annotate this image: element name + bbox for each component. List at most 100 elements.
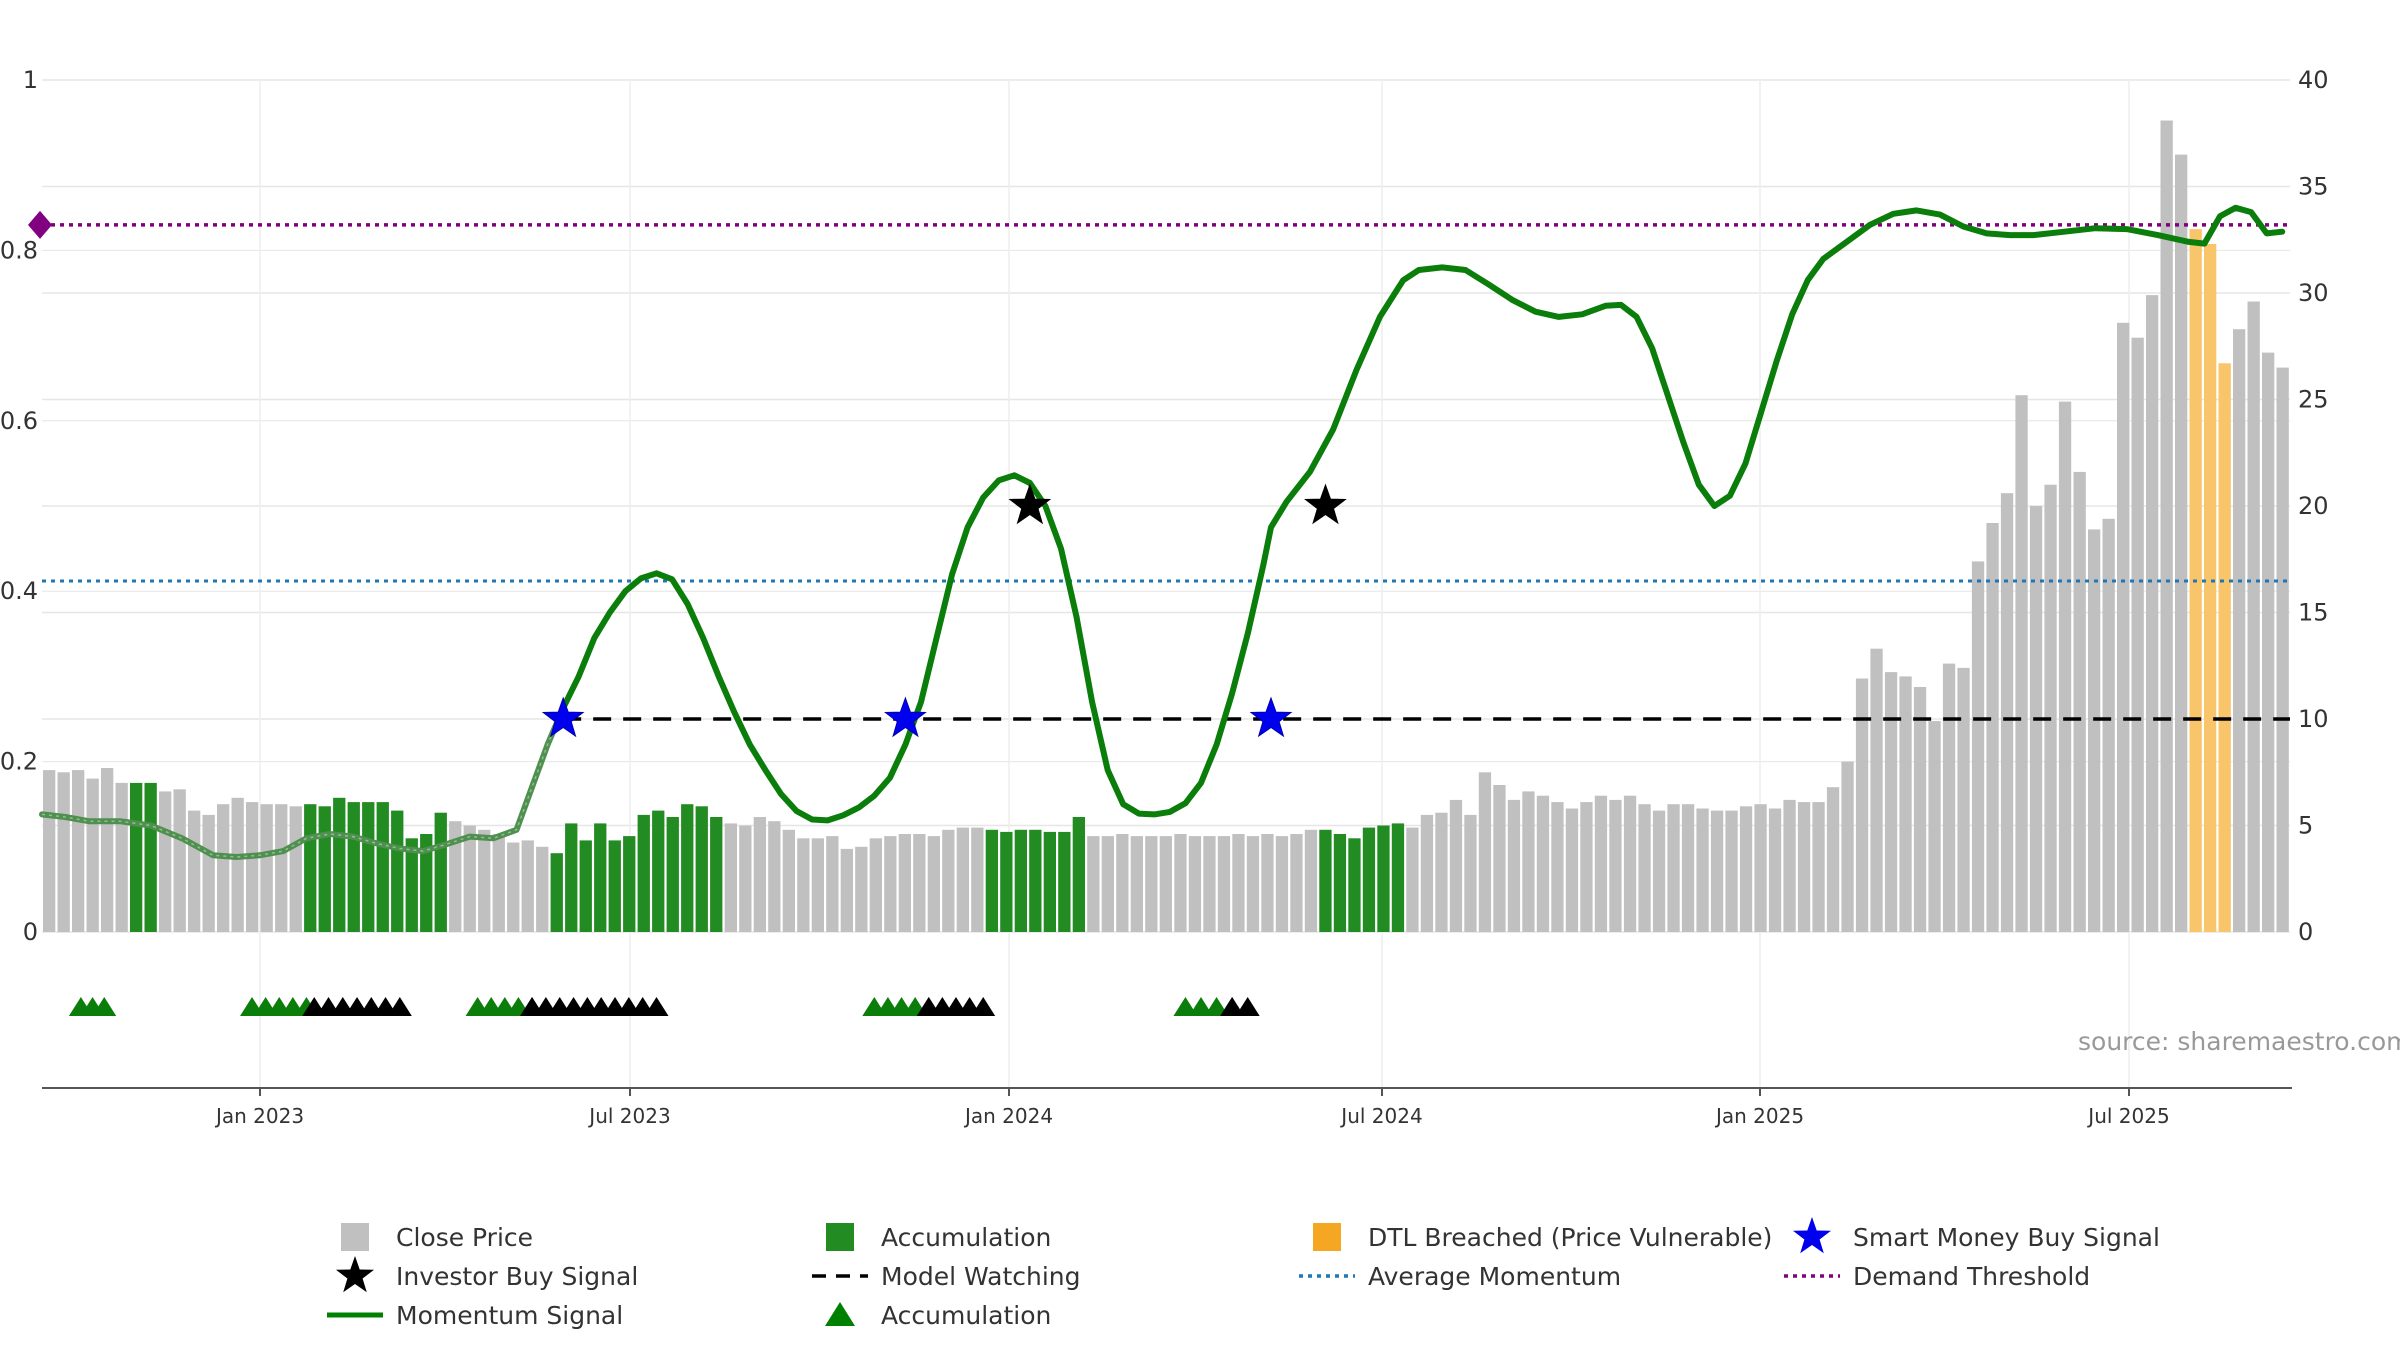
legend-label: Momentum Signal bbox=[396, 1301, 623, 1330]
accumulation-bar bbox=[1319, 829, 1332, 932]
accumulation-triangle-dark bbox=[971, 997, 996, 1016]
close-price-bar bbox=[86, 778, 99, 932]
close-price-bar bbox=[898, 834, 911, 932]
legend-label: Close Price bbox=[396, 1223, 533, 1252]
close-price-bar bbox=[2044, 484, 2057, 932]
accumulation-bar bbox=[1014, 829, 1027, 932]
close-price-bar bbox=[1420, 814, 1434, 932]
close-price-bar bbox=[913, 834, 926, 932]
accumulation-bar bbox=[637, 814, 650, 932]
close-price-bar bbox=[507, 842, 520, 932]
accumulation-bar bbox=[1043, 831, 1056, 932]
close-price-bar bbox=[2276, 367, 2289, 933]
close-price-bar bbox=[289, 806, 302, 932]
close-price-bar bbox=[1536, 795, 1550, 932]
investor-buy-star bbox=[1008, 483, 1052, 525]
accumulation-triangle bbox=[1204, 997, 1229, 1016]
right-axis-tick-label: 15 bbox=[2298, 599, 2329, 627]
right-axis-tick-label: 40 bbox=[2298, 66, 2329, 94]
x-axis-tick-label: Jan 2025 bbox=[1714, 1104, 1804, 1128]
accumulation-bar bbox=[695, 806, 708, 932]
smart-money-buy-star bbox=[883, 696, 927, 738]
close-price-bar bbox=[1754, 804, 1767, 932]
close-price-bar bbox=[2175, 154, 2188, 933]
right-axis-tick-label: 0 bbox=[2298, 918, 2313, 946]
right-axis-tick-label: 35 bbox=[2298, 173, 2329, 201]
accumulation-bar bbox=[594, 823, 607, 932]
legend-item: Accumulation bbox=[825, 1301, 1051, 1330]
close-price-bar bbox=[927, 836, 940, 932]
accumulation-bar bbox=[666, 817, 679, 932]
close-price-bar bbox=[1188, 836, 1202, 932]
accumulation-bar bbox=[652, 810, 665, 932]
close-price-bar bbox=[753, 817, 766, 932]
close-price-bar bbox=[811, 838, 824, 932]
buy-signals bbox=[541, 483, 1347, 738]
close-price-bar bbox=[1971, 561, 1985, 932]
gridlines bbox=[42, 79, 2290, 1088]
close-price-bar bbox=[1725, 810, 1738, 932]
close-price-bar bbox=[57, 772, 70, 933]
close-price-bar bbox=[1406, 827, 1419, 932]
close-price-bar bbox=[1159, 836, 1172, 932]
close-price-bar bbox=[231, 797, 244, 932]
accumulation-bar bbox=[681, 804, 694, 932]
close-price-bar bbox=[2088, 529, 2101, 932]
close-price-bar bbox=[275, 804, 288, 932]
close-price-bar bbox=[1261, 834, 1274, 932]
legend-item: Accumulation bbox=[826, 1223, 1051, 1252]
dtl-breached-bar bbox=[2204, 244, 2217, 932]
accumulation-bar bbox=[318, 806, 331, 932]
close-price-bar bbox=[1826, 787, 1840, 932]
accumulation-triangle bbox=[92, 997, 117, 1016]
close-price-bar bbox=[1087, 836, 1100, 932]
close-price-bar bbox=[1507, 799, 1521, 932]
close-price-bar bbox=[869, 838, 882, 932]
close-price-bar bbox=[1565, 808, 1579, 932]
legend: Close Price Accumulation DTL Breached (Pri… bbox=[327, 1217, 2160, 1330]
close-price-bar bbox=[1174, 834, 1187, 932]
legend-label: Investor Buy Signal bbox=[396, 1262, 638, 1291]
accumulation-bar bbox=[608, 840, 621, 932]
close-price-bar bbox=[1101, 836, 1114, 932]
legend-item: Momentum Signal bbox=[327, 1301, 623, 1330]
accumulation-bar bbox=[985, 829, 998, 932]
right-axis-tick-label: 25 bbox=[2298, 386, 2329, 414]
legend-item: Smart Money Buy Signal bbox=[1793, 1217, 2160, 1254]
accumulation-bar bbox=[420, 834, 433, 932]
close-price-bar bbox=[463, 825, 476, 932]
accumulation-triangle bbox=[1173, 997, 1198, 1016]
accumulation-triangle bbox=[1189, 997, 1214, 1016]
close-price-bar bbox=[101, 768, 114, 932]
legend-label: DTL Breached (Price Vulnerable) bbox=[1368, 1223, 1772, 1252]
accumulation-bar bbox=[434, 812, 447, 932]
dtl-breached-bar bbox=[2218, 363, 2231, 932]
price-bars bbox=[43, 120, 2289, 933]
close-price-bar bbox=[855, 846, 868, 932]
close-price-bar bbox=[1594, 795, 1608, 932]
accumulation-bar bbox=[579, 840, 592, 932]
legend-label: Model Watching bbox=[881, 1262, 1081, 1291]
smart-money-buy-star bbox=[1249, 696, 1293, 738]
legend-label: Accumulation bbox=[881, 1301, 1051, 1330]
left-axis-tick-label: 0.2 bbox=[0, 748, 38, 776]
legend-square-swatch bbox=[826, 1223, 854, 1251]
close-price-bar bbox=[1275, 836, 1289, 932]
close-price-bar bbox=[1899, 676, 1912, 932]
close-price-bar bbox=[1710, 810, 1724, 932]
close-price-bar bbox=[2117, 322, 2130, 932]
close-price-bar bbox=[2262, 352, 2275, 933]
accumulation-bar bbox=[1058, 831, 1071, 932]
close-price-bar bbox=[1913, 687, 1927, 932]
close-price-bar bbox=[1246, 836, 1260, 932]
smart-money-buy-star bbox=[541, 696, 585, 738]
close-price-bar bbox=[492, 834, 505, 932]
accumulation-bar bbox=[144, 782, 157, 932]
close-price-bar bbox=[1681, 804, 1695, 932]
close-price-bar bbox=[826, 836, 839, 932]
close-price-bar bbox=[260, 804, 273, 932]
accumulation-bar bbox=[362, 802, 375, 932]
accumulation-triangle-dark bbox=[1220, 997, 1245, 1016]
close-price-bar bbox=[768, 821, 781, 932]
